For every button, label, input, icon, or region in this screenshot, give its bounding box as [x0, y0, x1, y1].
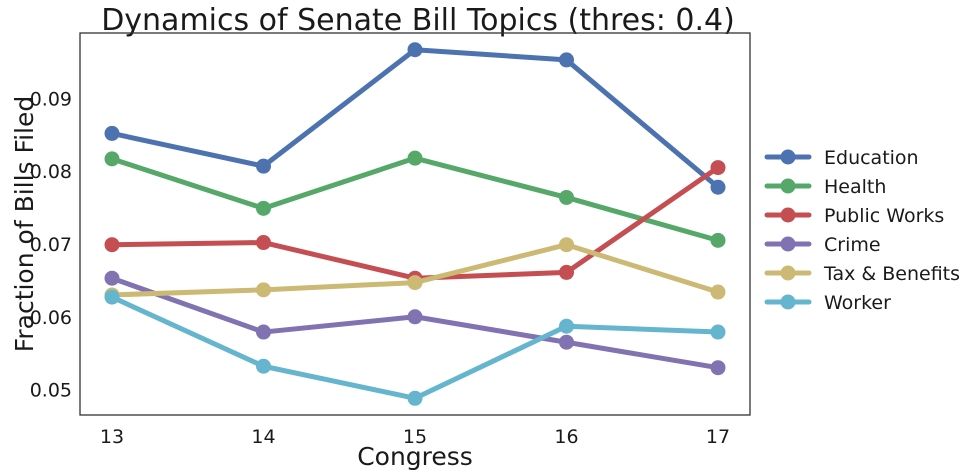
data-point — [710, 179, 726, 195]
plot-frame — [79, 32, 751, 416]
series-crime — [104, 270, 726, 376]
data-point — [710, 284, 726, 300]
legend-label: Tax & Benefits — [823, 263, 960, 285]
legend-item: Education — [764, 147, 919, 169]
legend-marker — [780, 236, 796, 252]
data-point — [256, 158, 271, 174]
data-point — [407, 390, 423, 406]
data-point — [559, 52, 574, 68]
data-point — [710, 232, 726, 248]
y-tick-label: 0.06 — [30, 307, 72, 329]
legend-marker — [780, 207, 796, 223]
data-point — [104, 237, 120, 253]
chart-title: Dynamics of Senate Bill Topics (thres: 0… — [101, 3, 735, 38]
data-point — [256, 200, 271, 216]
data-point — [710, 360, 726, 376]
data-point — [407, 42, 423, 58]
data-point — [256, 358, 271, 374]
data-point — [710, 160, 726, 176]
data-point — [256, 282, 271, 298]
y-tick-label: 0.09 — [30, 88, 72, 110]
data-point — [407, 150, 423, 166]
series-line — [109, 47, 721, 190]
data-point — [256, 235, 271, 251]
legend-label: Worker — [824, 292, 891, 314]
series-health — [104, 150, 726, 248]
legend-marker — [780, 294, 796, 310]
legend-label: Health — [824, 176, 886, 198]
legend-marker — [780, 149, 796, 165]
data-point — [104, 289, 120, 305]
data-point — [407, 275, 423, 291]
x-axis-ticks: 13 14 15 16 17 — [100, 426, 730, 448]
y-axis-ticks: 0.05 0.06 0.07 0.08 0.09 — [30, 88, 72, 401]
x-tick-label: 16 — [554, 426, 578, 448]
legend-label: Education — [824, 147, 919, 169]
legend: Education Health Public Works Crime Tax & Be… — [764, 147, 960, 314]
data-point — [710, 324, 726, 340]
x-tick-label: 17 — [706, 426, 730, 448]
data-point — [407, 309, 423, 325]
series-tax-benefits — [104, 237, 726, 303]
data-point — [559, 237, 574, 253]
legend-marker — [780, 178, 796, 194]
data-point — [104, 270, 120, 286]
y-tick-label: 0.08 — [30, 161, 72, 183]
legend-item: Public Works — [764, 205, 944, 227]
data-point — [559, 334, 574, 350]
data-point — [256, 324, 271, 340]
x-tick-label: 13 — [100, 426, 124, 448]
legend-marker — [780, 265, 796, 281]
data-point — [559, 264, 574, 280]
legend-item: Tax & Benefits — [764, 263, 960, 285]
data-point — [104, 151, 120, 167]
series-education — [104, 42, 726, 195]
legend-label: Crime — [824, 234, 881, 256]
x-tick-label: 14 — [251, 426, 275, 448]
y-tick-label: 0.07 — [30, 234, 72, 256]
data-point — [104, 125, 120, 141]
legend-item: Crime — [764, 234, 881, 256]
y-axis-label: Fraction of Bills Filed — [10, 96, 39, 352]
legend-item: Health — [764, 176, 886, 198]
series-group — [104, 42, 726, 406]
legend-label: Public Works — [824, 205, 944, 227]
data-point — [559, 189, 574, 205]
legend-item: Worker — [764, 292, 891, 314]
y-tick-label: 0.05 — [30, 380, 72, 402]
x-axis-label: Congress — [357, 442, 473, 471]
data-point — [559, 318, 574, 334]
series-worker — [104, 289, 726, 406]
x-tick-label: 15 — [403, 426, 427, 448]
